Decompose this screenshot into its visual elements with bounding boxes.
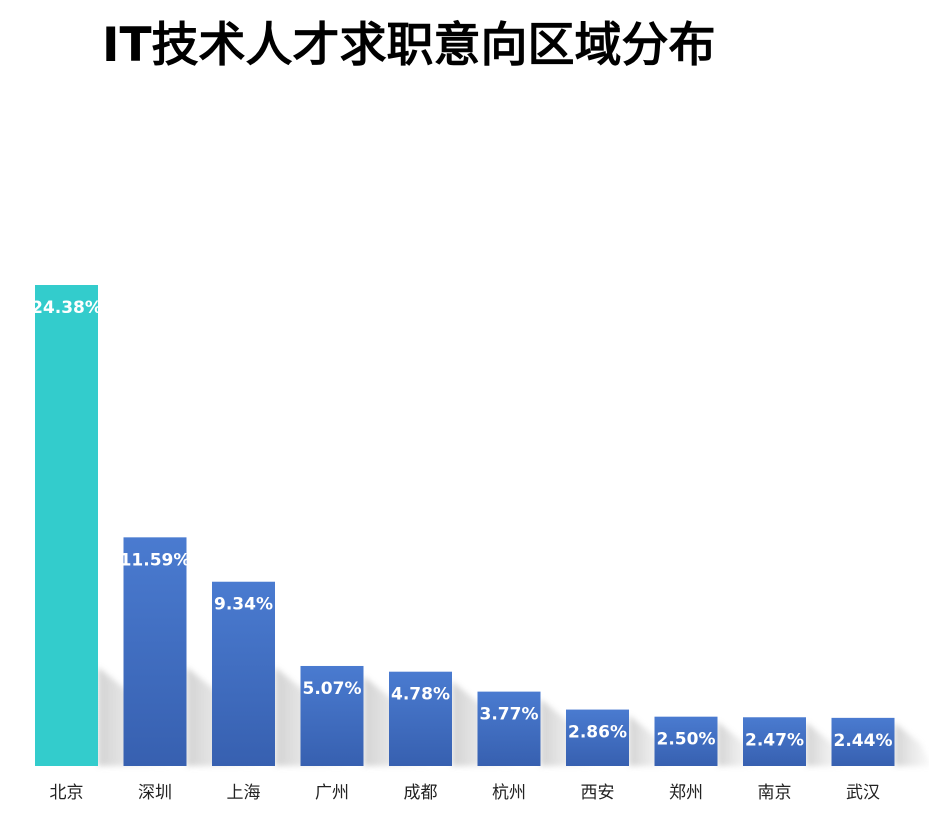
bar-上海 (212, 581, 275, 766)
data-label: 4.78% (391, 685, 450, 705)
bars (35, 285, 895, 766)
category-label: 北京 (50, 783, 84, 803)
data-label: 2.86% (568, 723, 627, 743)
data-label: 24.38% (31, 298, 102, 318)
bar-shadow (894, 722, 929, 766)
data-label: 2.47% (745, 730, 804, 750)
data-label: 3.77% (480, 705, 539, 725)
category-label: 上海 (227, 783, 261, 803)
bar-成都 (389, 671, 452, 766)
bar-广州 (300, 665, 364, 766)
data-label: 5.07% (303, 679, 362, 699)
category-label: 杭州 (492, 783, 526, 803)
category-label: 郑州 (669, 783, 703, 803)
data-label: 11.59% (120, 550, 191, 570)
category-label: 广州 (315, 783, 349, 803)
data-label: 2.44% (834, 731, 893, 751)
category-label: 武汉 (846, 783, 880, 803)
bar-郑州 (654, 716, 718, 766)
category-label: 深圳 (138, 783, 172, 803)
data-label: 2.50% (657, 730, 716, 750)
data-label: 9.34% (214, 595, 273, 615)
bar-武汉 (831, 717, 895, 766)
bar-西安 (566, 709, 629, 766)
bar-北京 (35, 285, 98, 766)
bar-深圳 (123, 537, 187, 766)
bar-南京 (743, 717, 806, 766)
category-label: 成都 (404, 783, 438, 803)
data-labels: 24.38% 11.59% 9.34% 5.07% 4.78% 3.77% 2.86% 2.5… (31, 298, 892, 751)
category-label: 西安 (581, 783, 615, 803)
bar-杭州 (477, 691, 541, 766)
category-axis: 北京 深圳 上海 广州 成都 杭州 西安 郑州 南京 武汉 (50, 783, 881, 803)
category-label: 南京 (758, 783, 792, 803)
chart-title: IT技术人才求职意向区域分布 (102, 18, 716, 73)
